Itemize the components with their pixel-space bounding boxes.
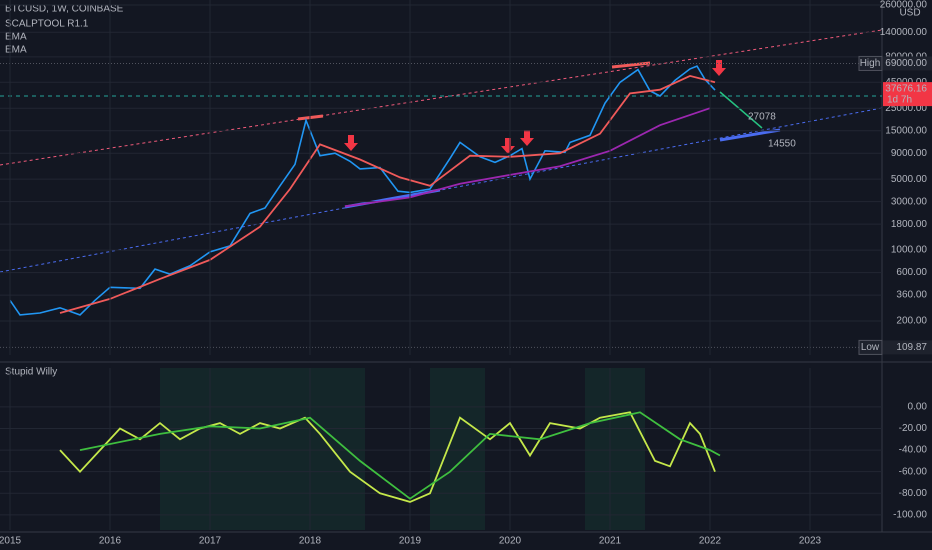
zone <box>430 368 485 530</box>
projection-arrow <box>719 91 763 129</box>
series-line <box>9 65 716 316</box>
countdown-text: 1d 7h <box>887 95 912 106</box>
series-line <box>79 411 721 500</box>
axis-unit: USD <box>899 8 920 19</box>
y-tick-label: 600.00 <box>896 267 927 278</box>
x-tick-label: 2016 <box>99 536 122 547</box>
y-tick-label: 9000.00 <box>891 148 928 159</box>
y-tick-label: 25000.00 <box>885 103 927 114</box>
y-tick-label: -60.00 <box>899 466 928 477</box>
x-tick-label: 2021 <box>599 536 622 547</box>
target-label: 14550 <box>768 139 796 150</box>
y-tick-label: -100.00 <box>893 510 927 521</box>
price-tag <box>883 56 932 71</box>
series-line <box>59 411 716 503</box>
price-tag-name <box>858 55 883 71</box>
upper-channel <box>0 29 883 166</box>
y-tick-label: 360.00 <box>896 290 927 301</box>
x-tick-label: 2023 <box>799 536 822 547</box>
series-line <box>59 74 716 314</box>
x-tick-label: 2018 <box>299 536 322 547</box>
price-tag-text: 109.87 <box>896 342 927 353</box>
y-tick-label: -80.00 <box>899 488 928 499</box>
trend-segment <box>719 128 781 142</box>
chart-title: BTCUSD, 1W, COINBASE <box>5 4 124 15</box>
y-tick-label: 5000.00 <box>891 174 928 185</box>
y-tick-label: 260000.00 <box>880 0 928 11</box>
price-tag-name-text: Low <box>861 342 880 353</box>
x-tick-label: 2015 <box>0 536 22 547</box>
target-label: 27078 <box>748 111 776 122</box>
price-tag-text: 69000.00 <box>885 58 927 69</box>
last-price-tag <box>883 82 932 107</box>
y-tick-label: -20.00 <box>899 423 928 434</box>
indicator-label: EMA <box>5 45 27 56</box>
y-tick-label: 200.00 <box>896 316 927 327</box>
indicator-label: EMA <box>5 32 27 43</box>
y-tick-label: 1000.00 <box>891 245 928 256</box>
x-tick-label: 2022 <box>699 536 722 547</box>
last-price-text: 37676.16 <box>885 84 927 95</box>
price-tag-name <box>858 339 883 355</box>
price-tag-name-text: High <box>860 58 881 69</box>
y-tick-label: 15000.00 <box>885 125 927 136</box>
x-tick-label: 2020 <box>499 536 522 547</box>
y-tick-label: 3000.00 <box>891 196 928 207</box>
price-tag <box>883 340 932 355</box>
x-tick-label: 2017 <box>199 536 222 547</box>
top-marker <box>611 61 651 69</box>
y-tick-label: 0.00 <box>908 402 928 413</box>
zone <box>160 368 365 530</box>
series-line <box>344 107 711 208</box>
zone <box>585 368 645 530</box>
indicator-label: SCALPTOOL R1.1 <box>5 19 89 30</box>
y-tick-label: 140000.00 <box>880 27 928 38</box>
y-tick-label: -40.00 <box>899 445 928 456</box>
indicator-title: Stupid Willy <box>5 367 57 378</box>
y-tick-label: 1800.00 <box>891 219 928 230</box>
x-tick-label: 2019 <box>399 536 422 547</box>
